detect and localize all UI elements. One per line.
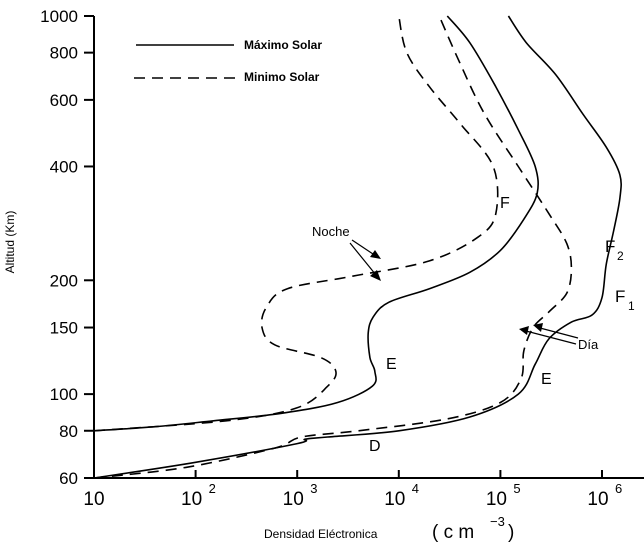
x-axis-unit-close: ) xyxy=(508,522,514,543)
maximo-solar-dia-curve xyxy=(93,15,622,479)
legend: Máximo Solar Minimo Solar xyxy=(134,38,322,84)
x-tick-exponent: 6 xyxy=(615,481,622,496)
x-tick-exponent: 2 xyxy=(209,481,216,496)
x-tick-label: 10 xyxy=(283,489,304,510)
x-axis-unit: ( c m xyxy=(432,522,474,543)
label-e-maximo: E xyxy=(386,356,397,373)
x-tick-exponent: 5 xyxy=(513,481,520,496)
annotations: Noche Día F F 2 F 1 E E D xyxy=(312,195,635,455)
series-curves xyxy=(93,15,622,479)
label-f2: F xyxy=(605,237,615,256)
y-tick-label: 80 xyxy=(59,422,78,441)
x-ticks: 10 10 2 10 3 10 4 10 5 10 6 xyxy=(83,470,622,510)
label-f: F xyxy=(500,195,510,212)
label-f1: F xyxy=(615,287,625,306)
y-tick-label: 400 xyxy=(50,157,78,176)
legend-label-maximo: Máximo Solar xyxy=(244,38,322,52)
x-tick-label: 10 xyxy=(384,489,405,510)
label-f2-sub: 2 xyxy=(617,249,624,263)
dia-arrowhead-solid xyxy=(533,323,543,332)
annotation-dia: Día xyxy=(578,337,599,352)
y-tick-label: 800 xyxy=(50,44,78,63)
label-d: D xyxy=(369,438,381,455)
label-f1-sub: 1 xyxy=(628,299,635,313)
x-axis-unit-exponent: −3 xyxy=(490,514,505,529)
minimo-solar-noche-curve xyxy=(93,15,499,432)
noche-arrowhead-dashed xyxy=(370,250,381,259)
x-tick-label: 10 xyxy=(486,489,507,510)
dia-arrowhead-dashed xyxy=(519,326,529,335)
x-tick-label: 10 xyxy=(83,489,104,510)
minimo-solar-dia-curve xyxy=(93,15,573,479)
y-tick-label: 600 xyxy=(50,91,78,110)
y-tick-label: 150 xyxy=(50,319,78,338)
label-e-dia: E xyxy=(541,371,552,388)
y-tick-label: 60 xyxy=(59,469,78,488)
dia-arrow-solid xyxy=(539,327,579,339)
dia-arrow-dashed xyxy=(525,330,577,345)
x-tick-label: 10 xyxy=(587,489,608,510)
x-axis-label: Densidad Eléctronica xyxy=(264,527,378,541)
maximo-solar-noche-curve xyxy=(93,15,539,432)
x-tick-label: 10 xyxy=(181,489,202,510)
noche-arrow-dashed xyxy=(351,239,377,257)
y-axis-label: Altitud (Km) xyxy=(3,211,17,274)
x-tick-exponent: 4 xyxy=(412,481,419,496)
y-ticks: 60 80 100 150 200 400 600 800 1000 xyxy=(40,7,94,488)
y-tick-label: 100 xyxy=(50,385,78,404)
annotation-noche: Noche xyxy=(312,224,350,239)
noche-arrowhead-solid xyxy=(370,270,381,281)
y-tick-label: 1000 xyxy=(40,7,78,26)
x-tick-exponent: 3 xyxy=(310,481,317,496)
noche-arrow-solid xyxy=(349,242,377,276)
y-tick-label: 200 xyxy=(50,271,78,290)
legend-label-minimo: Minimo Solar xyxy=(244,70,320,84)
